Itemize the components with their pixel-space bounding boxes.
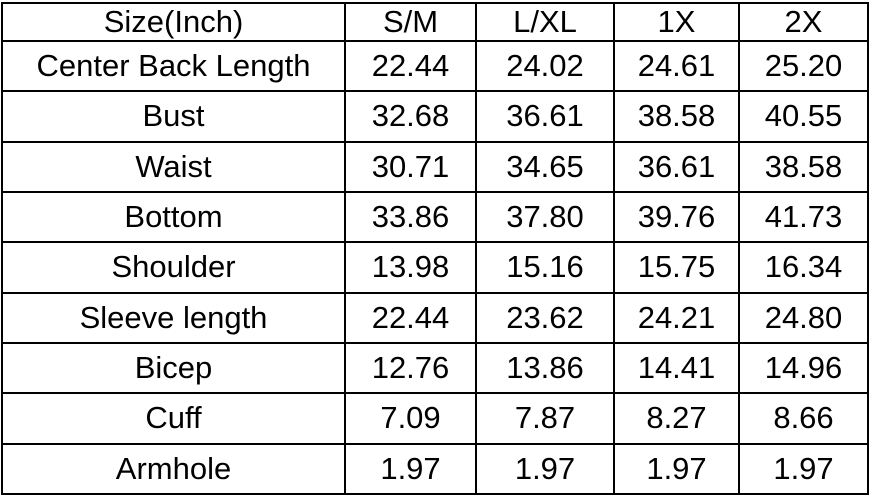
size-value: 41.73 [738, 190, 869, 244]
table-row: Waist 30.71 34.65 36.61 38.58 [1, 140, 869, 193]
size-value: 36.61 [613, 140, 740, 193]
size-value: 1.97 [475, 442, 615, 496]
size-value: 15.16 [475, 241, 615, 294]
table-row: Bicep 12.76 13.86 14.41 14.96 [1, 341, 869, 395]
column-header-2x: 2X [738, 2, 869, 42]
size-value: 15.75 [613, 241, 740, 294]
size-value: 1.97 [344, 442, 477, 496]
measurement-label: Shoulder [1, 241, 346, 294]
size-value: 12.76 [344, 341, 477, 395]
table-row: Armhole 1.97 1.97 1.97 1.97 [1, 442, 869, 496]
size-value: 37.80 [475, 190, 615, 244]
size-value: 16.34 [738, 241, 869, 294]
size-value: 22.44 [344, 39, 477, 93]
measurement-label: Bicep [1, 341, 346, 395]
size-value: 14.96 [738, 341, 869, 395]
measurement-label: Bust [1, 90, 346, 143]
size-value: 8.27 [613, 392, 740, 445]
column-header-size-inch: Size(Inch) [1, 2, 346, 42]
measurement-label: Armhole [1, 442, 346, 496]
size-value: 8.66 [738, 392, 869, 445]
size-value: 38.58 [613, 90, 740, 143]
size-value: 7.09 [344, 392, 477, 445]
measurement-label: Bottom [1, 190, 346, 244]
size-value: 39.76 [613, 190, 740, 244]
size-value: 7.87 [475, 392, 615, 445]
column-header-l-xl: L/XL [475, 2, 615, 42]
size-value: 22.44 [344, 291, 477, 344]
table-row: Shoulder 13.98 15.16 15.75 16.34 [1, 241, 869, 294]
size-value: 24.21 [613, 291, 740, 344]
measurement-label: Cuff [1, 392, 346, 445]
size-value: 13.86 [475, 341, 615, 395]
size-value: 40.55 [738, 90, 869, 143]
size-value: 13.98 [344, 241, 477, 294]
column-header-s-m: S/M [344, 2, 477, 42]
size-value: 1.97 [613, 442, 740, 496]
size-value: 32.68 [344, 90, 477, 143]
size-value: 14.41 [613, 341, 740, 395]
measurement-label: Center Back Length [1, 39, 346, 93]
size-value: 23.62 [475, 291, 615, 344]
table-row: Center Back Length 22.44 24.02 24.61 25.… [1, 39, 869, 93]
table-row: Bust 32.68 36.61 38.58 40.55 [1, 90, 869, 143]
table-row: Cuff 7.09 7.87 8.27 8.66 [1, 392, 869, 445]
size-value: 1.97 [738, 442, 869, 496]
table-row: Bottom 33.86 37.80 39.76 41.73 [1, 190, 869, 244]
measurement-label: Sleeve length [1, 291, 346, 344]
size-value: 25.20 [738, 39, 869, 93]
size-value: 30.71 [344, 140, 477, 193]
header-row: Size(Inch) S/M L/XL 1X 2X [1, 2, 869, 42]
column-header-1x: 1X [613, 2, 740, 42]
measurement-label: Waist [1, 140, 346, 193]
size-value: 24.61 [613, 39, 740, 93]
size-value: 33.86 [344, 190, 477, 244]
size-value: 38.58 [738, 140, 869, 193]
size-value: 34.65 [475, 140, 615, 193]
size-value: 36.61 [475, 90, 615, 143]
size-value: 24.80 [738, 291, 869, 344]
table-row: Sleeve length 22.44 23.62 24.21 24.80 [1, 291, 869, 344]
size-value: 24.02 [475, 39, 615, 93]
